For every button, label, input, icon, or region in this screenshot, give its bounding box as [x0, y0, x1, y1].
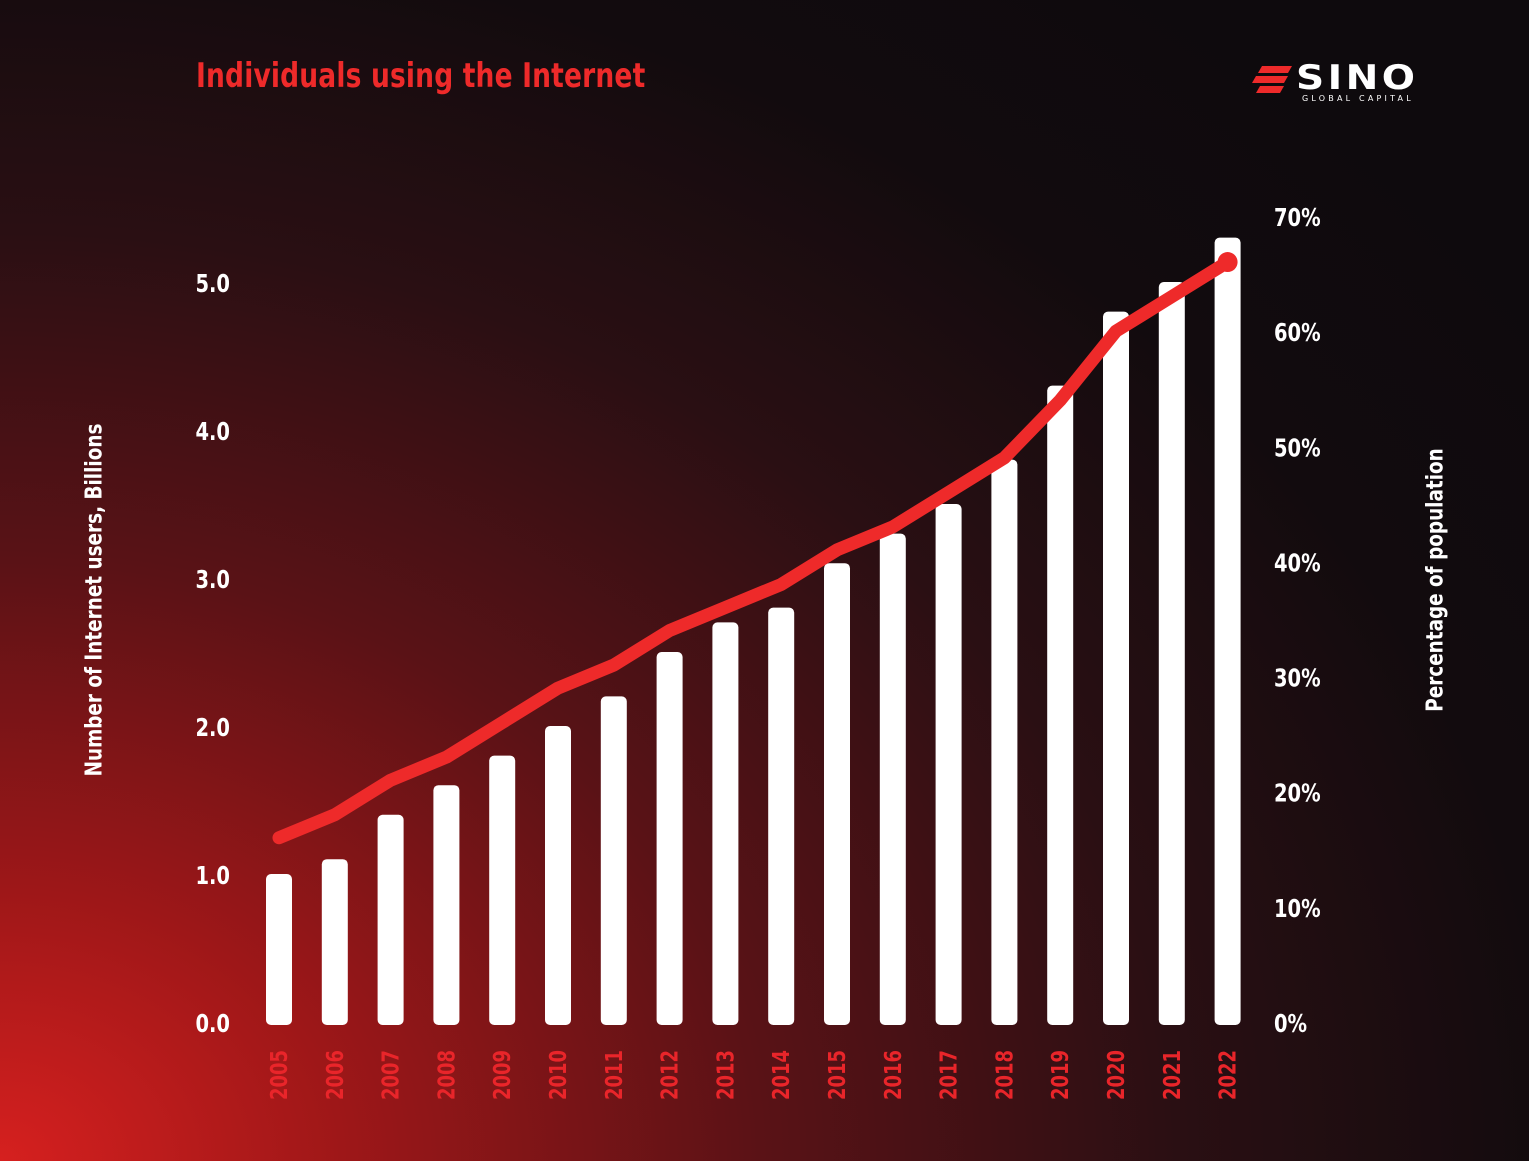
bar: [712, 622, 739, 1025]
bar: [1158, 282, 1185, 1025]
right-axis-ticks: 0% 10% 20% 30% 40% 50% 60% 70%: [1274, 204, 1321, 1039]
bar: [1214, 237, 1241, 1026]
x-tick-label: 2010: [545, 1050, 572, 1100]
x-tick-label: 2005: [266, 1050, 293, 1100]
bar: [266, 874, 292, 1025]
x-tick-label: 2017: [935, 1050, 962, 1100]
y2-tick-label: 40%: [1274, 549, 1321, 578]
x-tick-label: 2008: [433, 1050, 460, 1100]
sino-logo: SINO GLOBAL CAPITAL: [1252, 58, 1424, 106]
bar: [600, 696, 627, 1025]
line-series: [272, 255, 1235, 845]
y-tick-label: 1.0: [195, 862, 230, 891]
bars: [266, 237, 1241, 1026]
bar: [433, 785, 460, 1025]
bar: [824, 563, 850, 1025]
percentage-line: [272, 252, 1238, 845]
x-axis-ticks: 2005 2006 2007 2008 2009 2010 2011 2012 2013 2014…: [266, 1050, 1241, 1100]
x-tick-label: 2022: [1214, 1050, 1241, 1100]
y2-tick-label: 0%: [1274, 1010, 1307, 1039]
y-tick-label: 4.0: [195, 418, 230, 447]
bar: [879, 533, 906, 1025]
bar: [489, 755, 516, 1025]
bar: [1103, 311, 1129, 1026]
y2-tick-label: 20%: [1274, 779, 1321, 808]
x-tick-label: 2020: [1103, 1050, 1130, 1100]
bar: [377, 814, 404, 1025]
bar: [935, 504, 962, 1025]
x-tick-label: 2013: [712, 1050, 739, 1100]
y2-tick-label: 50%: [1274, 434, 1321, 463]
x-tick-label: 2019: [1047, 1050, 1074, 1100]
logo-wordmark: SINO: [1296, 58, 1419, 98]
bar: [656, 652, 683, 1025]
x-tick-label: 2007: [377, 1050, 404, 1100]
y-tick-label: 2.0: [195, 714, 230, 743]
x-tick-label: 2009: [489, 1050, 516, 1100]
bar: [321, 859, 348, 1025]
bar: [768, 607, 795, 1025]
y-tick-label: 5.0: [195, 270, 230, 299]
y2-tick-label: 10%: [1274, 895, 1321, 924]
sino-logo-icon: [1252, 66, 1292, 93]
bar: [991, 459, 1018, 1026]
y-tick-label: 3.0: [195, 566, 230, 595]
logo-subtitle: GLOBAL CAPITAL: [1302, 94, 1414, 103]
y2-tick-label: 30%: [1274, 664, 1321, 693]
x-tick-label: 2012: [656, 1050, 683, 1100]
x-tick-label: 2016: [880, 1050, 907, 1100]
y2-tick-label: 70%: [1274, 204, 1321, 233]
left-axis-ticks: 0.0 1.0 2.0 3.0 4.0 5.0: [195, 270, 230, 1039]
chart-title: Individuals using the Internet: [196, 56, 646, 96]
x-tick-label: 2015: [824, 1050, 851, 1100]
x-tick-label: 2014: [768, 1050, 795, 1100]
line-point: [1217, 252, 1238, 273]
bar: [545, 726, 571, 1025]
y2-tick-label: 60%: [1274, 319, 1321, 348]
x-tick-label: 2021: [1159, 1050, 1186, 1100]
bar: [1047, 385, 1074, 1026]
x-tick-label: 2011: [601, 1050, 628, 1100]
y-tick-label: 0.0: [195, 1010, 230, 1039]
x-tick-label: 2018: [991, 1050, 1018, 1100]
x-tick-label: 2006: [322, 1050, 349, 1100]
